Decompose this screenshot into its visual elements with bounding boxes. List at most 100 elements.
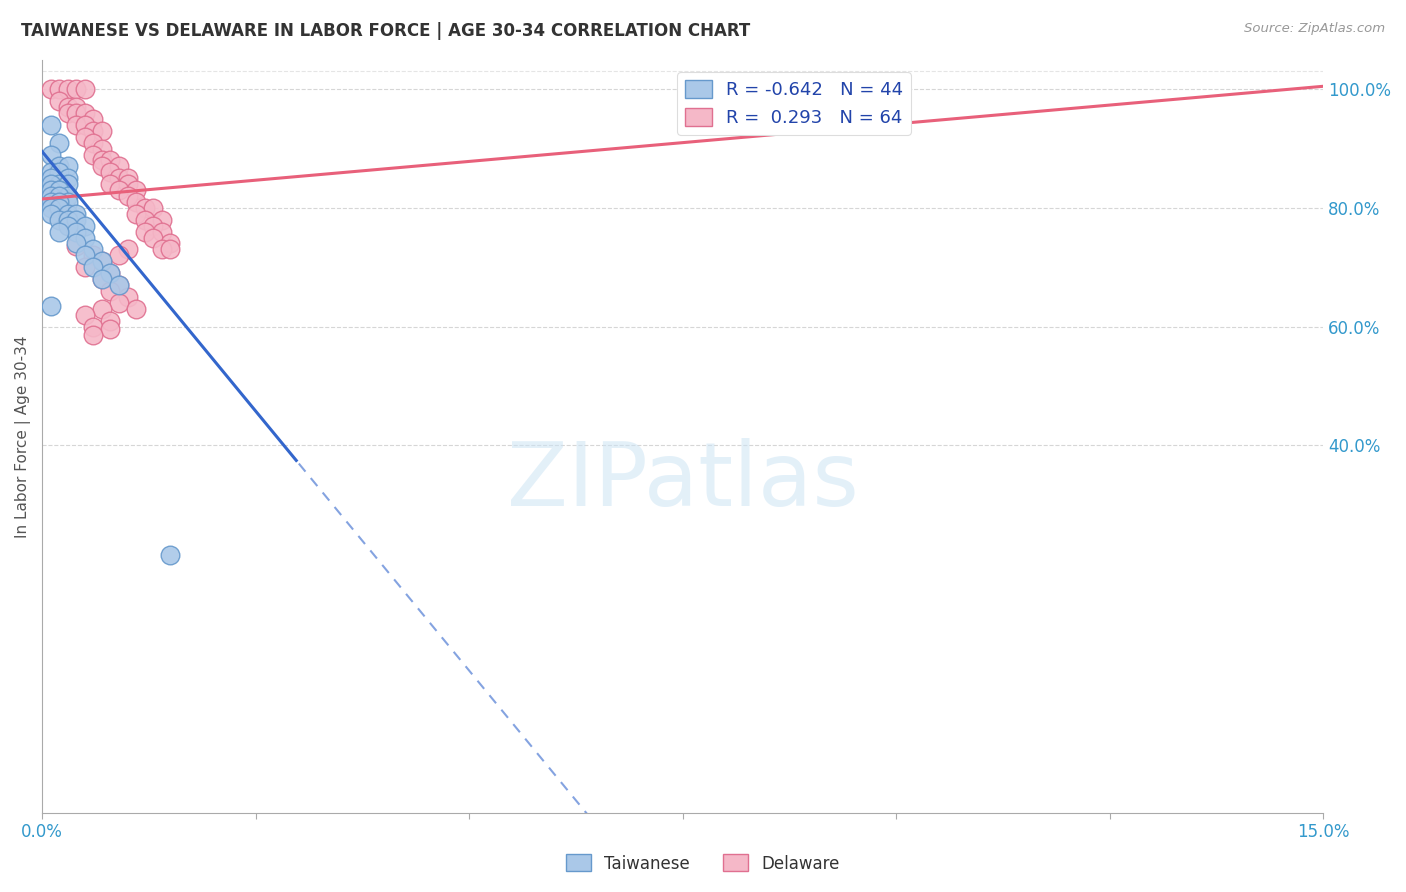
Point bbox=[48, 165, 70, 179]
Point bbox=[108, 278, 131, 293]
Point bbox=[65, 212, 87, 227]
Point bbox=[48, 82, 70, 96]
Point bbox=[117, 290, 139, 304]
Point bbox=[65, 207, 87, 221]
Point bbox=[90, 254, 112, 268]
Point bbox=[108, 160, 131, 174]
Point bbox=[65, 100, 87, 114]
Point bbox=[48, 177, 70, 191]
Point bbox=[73, 248, 96, 262]
Point bbox=[65, 239, 87, 253]
Point bbox=[82, 319, 104, 334]
Point bbox=[117, 189, 139, 203]
Point bbox=[56, 212, 79, 227]
Point bbox=[48, 189, 70, 203]
Point bbox=[39, 189, 62, 203]
Point bbox=[134, 201, 156, 215]
Point bbox=[108, 248, 131, 262]
Point bbox=[82, 328, 104, 343]
Point bbox=[48, 201, 70, 215]
Point bbox=[159, 236, 181, 251]
Point bbox=[65, 106, 87, 120]
Point bbox=[48, 225, 70, 239]
Point bbox=[90, 160, 112, 174]
Point bbox=[39, 165, 62, 179]
Point bbox=[82, 248, 104, 262]
Point bbox=[73, 118, 96, 132]
Text: Source: ZipAtlas.com: Source: ZipAtlas.com bbox=[1244, 22, 1385, 36]
Point bbox=[48, 194, 70, 209]
Point bbox=[56, 160, 79, 174]
Y-axis label: In Labor Force | Age 30-34: In Labor Force | Age 30-34 bbox=[15, 335, 31, 538]
Point bbox=[90, 124, 112, 138]
Text: ZIPatlas: ZIPatlas bbox=[506, 438, 859, 525]
Point bbox=[56, 100, 79, 114]
Point bbox=[82, 243, 104, 257]
Point bbox=[48, 183, 70, 197]
Point bbox=[39, 299, 62, 313]
Point bbox=[117, 177, 139, 191]
Point bbox=[100, 266, 122, 280]
Point bbox=[100, 322, 122, 336]
Point bbox=[82, 147, 104, 161]
Point bbox=[39, 194, 62, 209]
Point bbox=[65, 82, 87, 96]
Point bbox=[39, 183, 62, 197]
Point bbox=[39, 171, 62, 186]
Point bbox=[90, 254, 112, 268]
Point bbox=[73, 308, 96, 322]
Point bbox=[150, 212, 173, 227]
Point bbox=[73, 219, 96, 233]
Point bbox=[90, 301, 112, 316]
Point bbox=[39, 82, 62, 96]
Point bbox=[100, 284, 122, 298]
Point bbox=[56, 106, 79, 120]
Point bbox=[125, 194, 148, 209]
Point bbox=[73, 230, 96, 244]
Point bbox=[65, 225, 87, 239]
Point bbox=[82, 124, 104, 138]
Point bbox=[73, 260, 96, 275]
Point bbox=[125, 207, 148, 221]
Point bbox=[125, 183, 148, 197]
Point bbox=[73, 82, 96, 96]
Point bbox=[100, 313, 122, 327]
Point bbox=[108, 295, 131, 310]
Point bbox=[134, 212, 156, 227]
Point bbox=[90, 142, 112, 156]
Legend: Taiwanese, Delaware: Taiwanese, Delaware bbox=[560, 847, 846, 880]
Point bbox=[90, 153, 112, 168]
Point bbox=[142, 201, 165, 215]
Point bbox=[56, 177, 79, 191]
Point bbox=[90, 272, 112, 286]
Point bbox=[39, 118, 62, 132]
Point bbox=[142, 230, 165, 244]
Point bbox=[142, 219, 165, 233]
Point bbox=[39, 207, 62, 221]
Point bbox=[108, 183, 131, 197]
Point bbox=[39, 177, 62, 191]
Legend: R = -0.642   N = 44, R =  0.293   N = 64: R = -0.642 N = 44, R = 0.293 N = 64 bbox=[678, 72, 911, 135]
Point bbox=[150, 243, 173, 257]
Point bbox=[82, 260, 104, 275]
Point bbox=[56, 189, 79, 203]
Point bbox=[65, 236, 87, 251]
Point bbox=[100, 153, 122, 168]
Point bbox=[65, 118, 87, 132]
Point bbox=[117, 171, 139, 186]
Point bbox=[48, 160, 70, 174]
Point bbox=[48, 136, 70, 150]
Point bbox=[56, 171, 79, 186]
Point bbox=[90, 272, 112, 286]
Point bbox=[108, 278, 131, 293]
Point bbox=[48, 94, 70, 108]
Point bbox=[73, 106, 96, 120]
Point bbox=[125, 301, 148, 316]
Point bbox=[100, 165, 122, 179]
Point bbox=[56, 207, 79, 221]
Point bbox=[100, 266, 122, 280]
Point bbox=[117, 243, 139, 257]
Point bbox=[48, 212, 70, 227]
Point bbox=[39, 201, 62, 215]
Point bbox=[56, 194, 79, 209]
